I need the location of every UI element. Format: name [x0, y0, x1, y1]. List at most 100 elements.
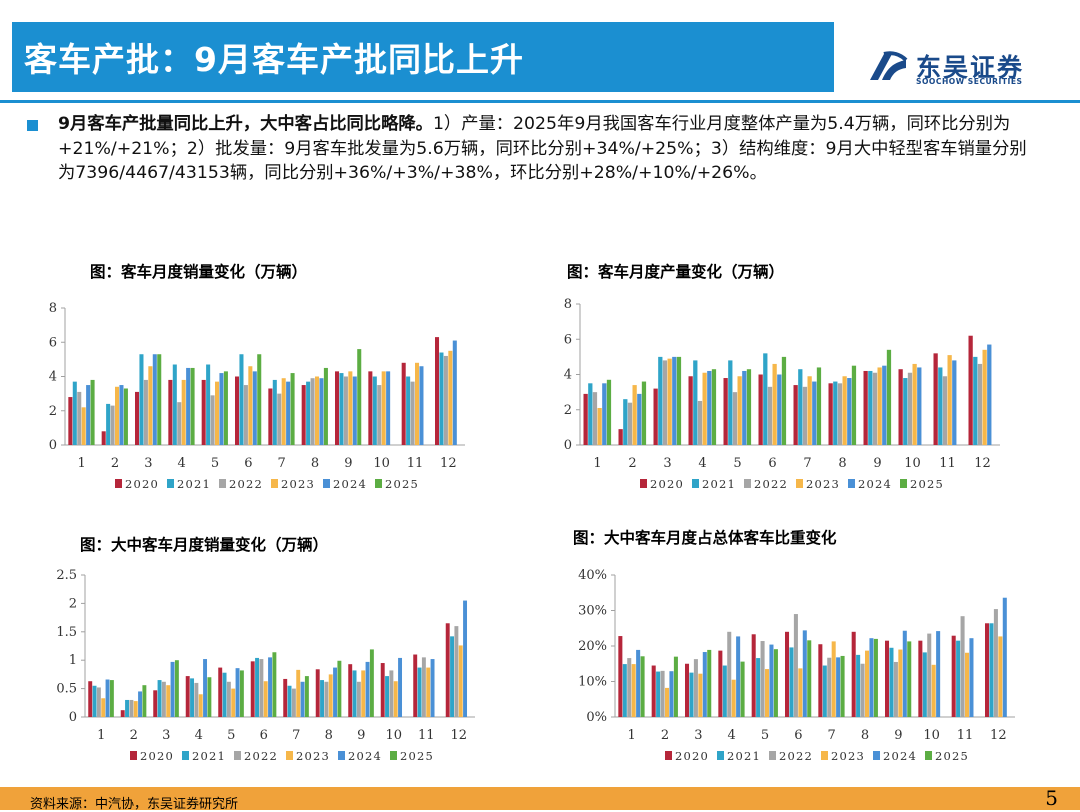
bar-2024-m11 [430, 659, 435, 717]
bar-2021-m4 [172, 364, 177, 445]
bar-2021-m12 [989, 623, 994, 717]
bar-2023-m1 [597, 407, 602, 445]
bar-2024-m9 [902, 630, 907, 717]
legend-label-2025: 2025 [935, 749, 969, 763]
y-tick-label: 20% [578, 639, 607, 654]
bar-2020-m1 [88, 681, 93, 717]
bar-2021-m5 [728, 360, 733, 445]
bar-2022-m1 [627, 658, 632, 717]
bar-2021-m9 [339, 373, 344, 445]
bar-2024-m2 [119, 385, 124, 445]
bar-2022-m11 [421, 657, 426, 717]
bar-2024-m8 [847, 378, 852, 445]
page-number: 5 [1045, 786, 1058, 810]
bar-2020-m5 [723, 378, 728, 445]
bar-2024-m8 [333, 667, 338, 717]
bar-2020-m7 [793, 385, 798, 445]
bar-2022-m10 [907, 372, 913, 445]
bar-2024-m1 [602, 383, 607, 445]
bar-2024-m3 [672, 356, 677, 446]
bar-2024-m1 [86, 385, 91, 445]
bar-2021-m6 [789, 647, 794, 717]
bar-2020-m6 [758, 374, 763, 445]
bar-2022-m2 [627, 402, 633, 445]
bar-2021-m10 [372, 376, 377, 445]
bar-2025-m4 [740, 661, 745, 717]
legend-swatch-2025 [900, 479, 907, 488]
bar-2024-m5 [235, 668, 240, 717]
y-tick-label: 2 [564, 403, 572, 418]
bar-2023-m8 [865, 650, 870, 717]
y-tick-label: 6 [564, 332, 572, 347]
y-tick-label: 2 [49, 404, 57, 419]
legend-label-2024: 2024 [883, 749, 917, 763]
x-tick-label: 2 [111, 456, 119, 471]
bar-2023-m3 [698, 673, 703, 717]
y-tick-label: 6 [49, 335, 57, 350]
logo-text-en: SOOCHOW SECURITIES [916, 77, 1023, 86]
bar-2021-m2 [106, 403, 111, 445]
bar-2021-m11 [938, 367, 943, 445]
x-tick-label: 7 [803, 456, 811, 471]
bar-2022-m1 [96, 687, 101, 717]
bar-2024-m6 [252, 371, 257, 445]
bar-2025-m4 [207, 677, 212, 717]
bar-2023-m12 [458, 645, 463, 717]
legend-label-2020: 2020 [650, 477, 684, 491]
bar-2022-m2 [110, 405, 115, 445]
legend-label-2025: 2025 [400, 749, 434, 763]
x-tick-label: 9 [873, 456, 881, 471]
bar-2021-m10 [922, 652, 927, 717]
bar-2020-m12 [985, 623, 990, 717]
x-tick-label: 4 [178, 456, 186, 471]
x-tick-label: 6 [244, 456, 252, 471]
bar-2021-m2 [623, 399, 628, 445]
bar-2020-m3 [653, 388, 658, 445]
x-tick-label: 1 [78, 456, 86, 471]
chart-title-sales: 图：客车月度销量变化（万辆） [90, 263, 308, 281]
bar-2020-m11 [401, 362, 406, 445]
bar-2025-m5 [239, 670, 244, 717]
x-tick-label: 3 [162, 728, 170, 743]
bar-2020-m9 [885, 640, 890, 717]
bar-2021-m8 [306, 381, 311, 445]
legend-label-2022: 2022 [244, 749, 278, 763]
header-divider [0, 100, 1080, 103]
bar-2020-m5 [218, 667, 223, 717]
x-tick-label: 5 [227, 728, 235, 743]
bar-2021-m1 [92, 685, 97, 717]
summary-paragraph: 9月客车产批量同比上升，大中客占比同比略降。1）产量：2025年9月我国客车行业… [58, 112, 1033, 186]
bar-2021-m2 [656, 671, 661, 717]
bar-2024-m12 [987, 344, 992, 445]
y-tick-label: 30% [578, 604, 607, 619]
bar-2025-m8 [873, 638, 878, 717]
bar-2022-m1 [592, 392, 598, 446]
bar-2022-m1 [77, 391, 82, 445]
legend-swatch-2021 [182, 751, 189, 760]
bar-2025-m6 [781, 356, 787, 446]
bar-2022-m11 [942, 376, 948, 445]
bar-2020-m8 [851, 631, 856, 717]
bar-2021-m2 [125, 699, 130, 717]
bar-2023-m6 [772, 363, 777, 445]
bar-2022-m4 [697, 400, 703, 445]
bar-2025-m5 [773, 649, 778, 717]
legend-swatch-2020 [665, 751, 672, 760]
bar-2021-m11 [406, 376, 411, 445]
y-tick-label: 2 [69, 596, 77, 611]
bar-2020-m1 [68, 397, 73, 445]
bar-2022-m7 [802, 386, 808, 445]
bar-2024-m5 [219, 373, 224, 445]
bar-2023-m7 [807, 376, 812, 445]
bar-2020-m6 [235, 376, 240, 445]
bar-2020-m10 [368, 371, 373, 445]
bar-2024-m6 [268, 657, 273, 717]
y-tick-label: 1 [69, 653, 77, 668]
bar-2020-m2 [101, 431, 106, 445]
bar-2020-m4 [688, 376, 693, 445]
bar-2022-m2 [660, 670, 665, 717]
bar-2022-m6 [767, 386, 773, 445]
legend-swatch-2025 [375, 479, 382, 488]
legend-label-2021: 2021 [192, 749, 226, 763]
